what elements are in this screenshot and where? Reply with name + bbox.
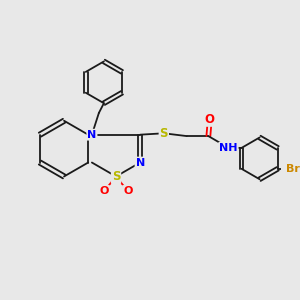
Text: O: O: [123, 186, 132, 196]
Text: N: N: [136, 158, 145, 167]
Text: O: O: [100, 186, 109, 196]
Text: N: N: [87, 130, 97, 140]
Text: Br: Br: [286, 164, 300, 174]
Text: O: O: [205, 113, 215, 126]
Text: NH: NH: [219, 143, 238, 153]
Text: S: S: [160, 127, 168, 140]
Text: S: S: [112, 170, 120, 183]
